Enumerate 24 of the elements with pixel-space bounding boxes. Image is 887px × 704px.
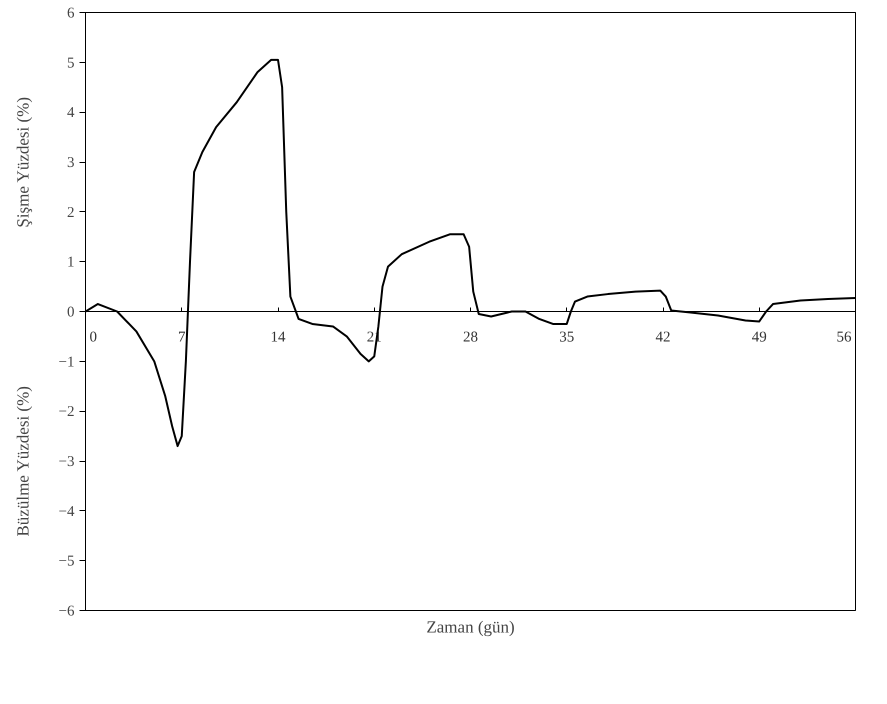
x-tick-label: 56 — [836, 330, 852, 346]
y-tick-label: 2 — [67, 204, 74, 221]
y-tick-label: −4 — [58, 504, 75, 520]
y-tick-label: −2 — [58, 404, 75, 420]
y-tick-label: 0 — [67, 304, 74, 320]
y-tick-label: 4 — [67, 105, 75, 122]
x-tick-label: 14 — [270, 330, 286, 346]
x-tick-label: 7 — [178, 330, 186, 346]
x-tick-label: 42 — [656, 330, 670, 346]
x-tick-label: 28 — [463, 330, 478, 346]
y-tick-label: −3 — [58, 454, 75, 470]
y-tick-label: −5 — [58, 554, 75, 570]
y-tick-label: −1 — [58, 354, 75, 370]
y-tick-label: 3 — [67, 155, 74, 171]
x-tick-label: 35 — [559, 330, 574, 346]
x-tick-label: 49 — [752, 330, 767, 346]
x-tick-label: 0 — [90, 330, 97, 346]
y-tick-label: 1 — [67, 254, 74, 271]
y-axis-title: Şişme Yüzdesi (%) — [14, 97, 32, 228]
y-tick-label: −6 — [58, 604, 75, 620]
x-axis-title: Zaman (gün) — [426, 618, 515, 636]
y-tick-label: 5 — [67, 55, 74, 72]
y-tick-label: 6 — [67, 6, 75, 22]
text: Büzülme Yüzdesi (%) — [14, 386, 32, 537]
